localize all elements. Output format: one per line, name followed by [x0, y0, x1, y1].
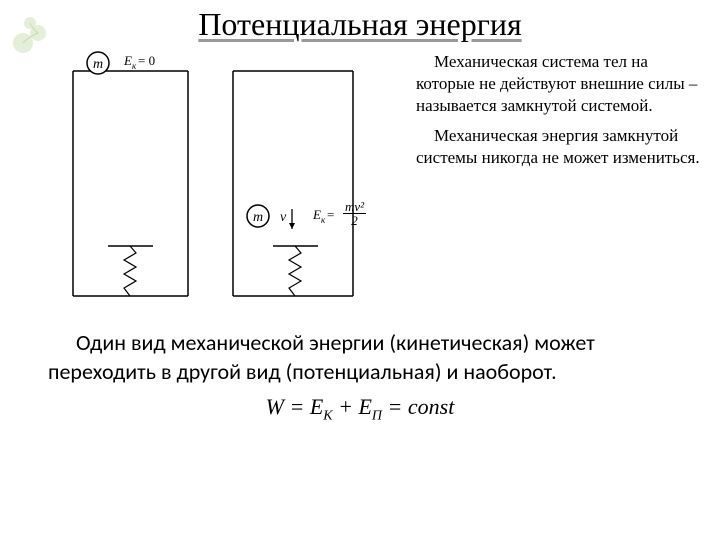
- paragraph-1: Механическая система тел на которые не д…: [416, 51, 702, 117]
- paragraph-2: Механическая энергия замкнутой системы н…: [416, 125, 702, 169]
- physics-diagram: m E к = 0 m: [58, 51, 408, 311]
- svg-text:E: E: [312, 207, 321, 222]
- svg-text:m: m: [253, 210, 263, 225]
- diagram-area: m E к = 0 m: [58, 51, 408, 311]
- svg-text:к: к: [321, 215, 326, 225]
- svg-text:E: E: [123, 53, 132, 68]
- kinetic-formula-fraction: mv² 2: [343, 200, 366, 227]
- frac-numerator: mv²: [343, 200, 366, 214]
- side-text: Механическая система тел на которые не д…: [408, 51, 702, 311]
- svg-text:=: =: [327, 207, 334, 222]
- leaf-decoration: [8, 8, 58, 58]
- bottom-paragraph: Один вид механической энергии (кинетичес…: [0, 311, 720, 386]
- svg-text:к: к: [132, 61, 137, 71]
- frac-denominator: 2: [343, 214, 366, 227]
- page-title: Потенциальная энергия: [0, 0, 720, 43]
- svg-text:v: v: [280, 210, 287, 225]
- svg-text:m: m: [93, 57, 103, 72]
- content-row: m E к = 0 m: [0, 43, 720, 311]
- final-formula: W = EК + EП = const: [0, 394, 720, 424]
- svg-text:= 0: = 0: [138, 53, 155, 68]
